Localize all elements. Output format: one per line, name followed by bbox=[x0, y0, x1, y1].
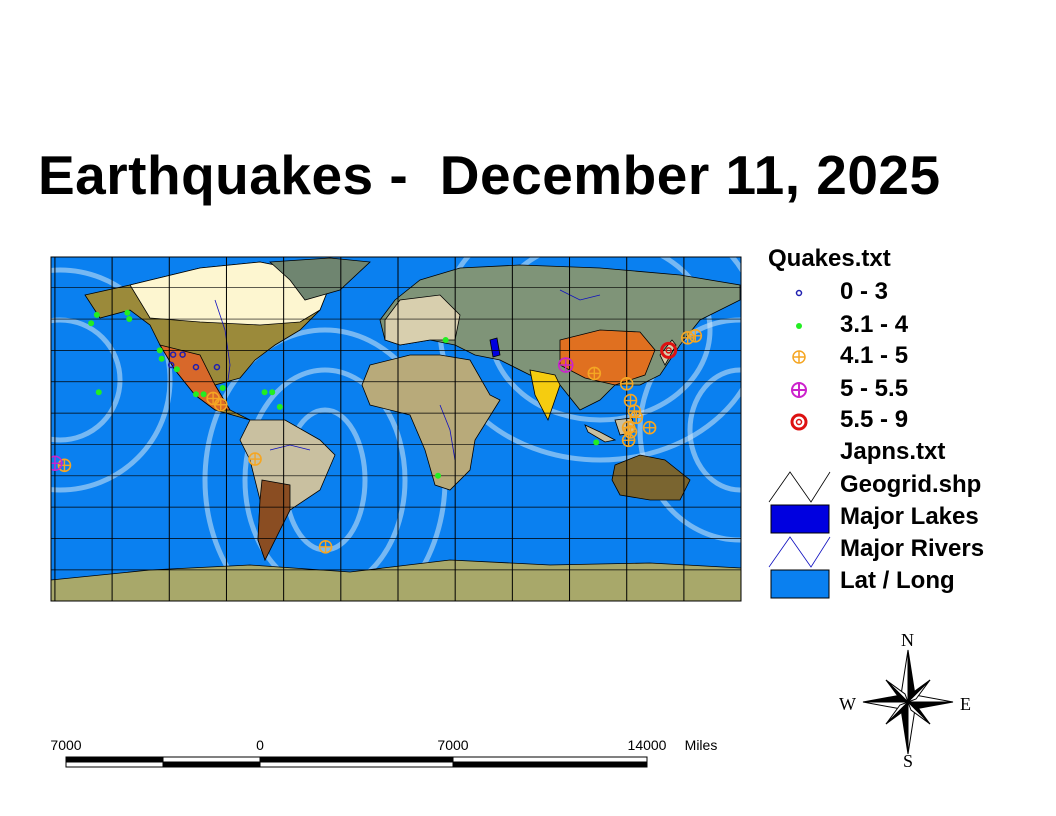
quake-point bbox=[261, 389, 268, 396]
quake-point bbox=[192, 363, 200, 371]
quake-point bbox=[93, 311, 100, 318]
quake-point bbox=[124, 309, 131, 316]
quake-point bbox=[156, 347, 163, 354]
scale-label-zero: 0 bbox=[256, 737, 264, 753]
quake-point bbox=[629, 410, 644, 425]
quake-point bbox=[593, 439, 600, 446]
quake-point bbox=[557, 357, 574, 373]
quake-point bbox=[435, 472, 442, 479]
legend-class-0-3: 0 - 3 bbox=[840, 278, 889, 305]
small-ring-icon bbox=[795, 289, 803, 297]
quake-point bbox=[88, 320, 95, 327]
legend-japan-layer: Japns.txt bbox=[840, 438, 946, 465]
compass-w: W bbox=[839, 694, 856, 714]
quake-point bbox=[51, 455, 63, 472]
scale-unit: Miles bbox=[684, 737, 718, 753]
greenland bbox=[269, 257, 371, 301]
quake-point bbox=[158, 355, 165, 362]
scale-label-right: 14000 bbox=[627, 737, 667, 753]
map-title: Earthquakes - December 11, 2025 bbox=[38, 144, 941, 206]
scale-bar bbox=[65, 756, 648, 768]
legend-class-55-9: 5.5 - 9 bbox=[840, 406, 909, 433]
quake-point bbox=[269, 389, 276, 396]
bullseye-icon bbox=[790, 413, 808, 431]
china bbox=[559, 329, 656, 386]
legend-lakes: Major Lakes bbox=[840, 503, 979, 530]
argentina bbox=[257, 479, 291, 562]
quake-point bbox=[619, 377, 634, 391]
quake-point bbox=[213, 397, 228, 412]
eurasia bbox=[379, 264, 741, 412]
quake-point bbox=[587, 366, 602, 381]
africa bbox=[361, 354, 501, 491]
map-frame bbox=[50, 256, 742, 602]
quake-point bbox=[248, 452, 262, 466]
antarctica bbox=[51, 559, 741, 601]
latlong-swatch bbox=[770, 569, 830, 599]
caspian-sea bbox=[489, 337, 501, 358]
quake-point bbox=[642, 420, 657, 435]
quake-point bbox=[57, 458, 72, 473]
legend-class-3-4: 3.1 - 4 bbox=[840, 311, 909, 338]
australia bbox=[611, 454, 691, 501]
dot-icon bbox=[796, 323, 802, 329]
legend-class-4-5: 4.1 - 5 bbox=[840, 342, 909, 369]
quake-point bbox=[167, 361, 175, 369]
quake-point bbox=[621, 433, 636, 448]
quake-point bbox=[219, 385, 226, 392]
quake-point bbox=[95, 389, 102, 396]
rivers-line-icon bbox=[768, 536, 831, 568]
lat-long-grid bbox=[51, 257, 741, 601]
legend-rivers: Major Rivers bbox=[840, 535, 985, 562]
quake-point bbox=[318, 540, 333, 554]
legend-quakes-title: Quakes.txt bbox=[768, 245, 891, 272]
crosshair-circle-icon bbox=[791, 382, 807, 398]
quake-point bbox=[173, 366, 180, 373]
legend-class-5-55: 5 - 5.5 bbox=[840, 375, 909, 402]
quake-point bbox=[442, 336, 449, 343]
compass-s: S bbox=[903, 751, 914, 771]
crosshair-circle-icon bbox=[792, 350, 806, 364]
quake-points bbox=[51, 309, 703, 554]
north-arrow-compass bbox=[862, 649, 954, 755]
compass-e: E bbox=[960, 694, 971, 714]
canada bbox=[129, 261, 331, 326]
quake-point bbox=[213, 363, 221, 371]
quake-point bbox=[688, 328, 703, 343]
landmasses bbox=[51, 257, 741, 601]
legend-geogrid: Geogrid.shp bbox=[840, 471, 982, 498]
indonesia bbox=[584, 424, 617, 443]
quake-point bbox=[192, 391, 199, 398]
quake-point bbox=[179, 351, 186, 358]
scale-label-left: 7000 bbox=[50, 737, 82, 753]
scale-label-mid: 7000 bbox=[437, 737, 469, 753]
quake-point bbox=[126, 316, 133, 323]
quake-point bbox=[660, 341, 678, 359]
compass-n: N bbox=[901, 630, 914, 650]
quake-point bbox=[200, 391, 207, 398]
quake-point bbox=[276, 403, 283, 410]
geogrid-line-icon bbox=[768, 471, 831, 503]
lakes-swatch bbox=[770, 504, 830, 534]
legend-latlong: Lat / Long bbox=[840, 567, 955, 594]
legend-symbols bbox=[768, 289, 831, 599]
quake-point bbox=[169, 351, 177, 358]
quake-point bbox=[206, 391, 220, 406]
quake-point bbox=[623, 425, 638, 439]
quake-point bbox=[680, 331, 695, 345]
india bbox=[529, 369, 561, 422]
